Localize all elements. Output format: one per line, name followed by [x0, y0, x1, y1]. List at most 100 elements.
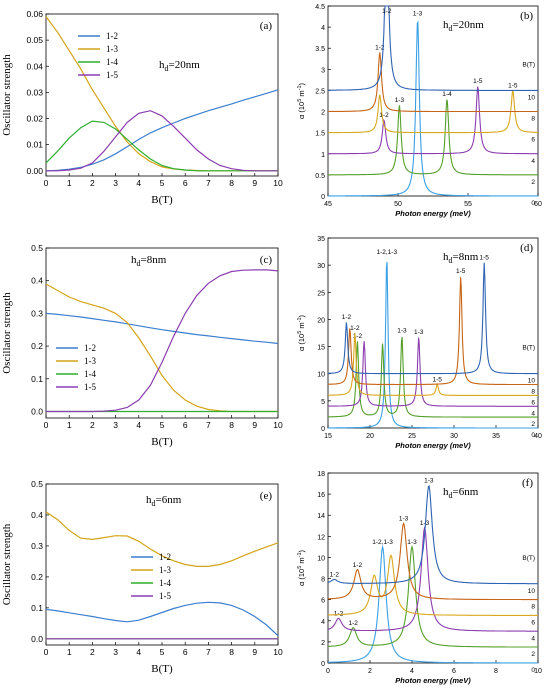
y-tick-label: 0 [321, 194, 325, 201]
b-value-label: 4 [531, 635, 535, 642]
b-value-label: 10 [528, 588, 536, 595]
y-tick-label: 0.01 [26, 140, 43, 150]
x-tick-label: 1 [67, 178, 72, 188]
y-tick-label: 0.1 [31, 374, 43, 384]
legend-label-1-4: 1-4 [159, 578, 171, 588]
x-tick-label: 7 [206, 420, 211, 430]
x-tick-label: 30 [450, 433, 458, 440]
x-tick-label: 4 [136, 178, 141, 188]
x-tick-label: 9 [252, 178, 257, 188]
legend-label-1-2: 1-2 [159, 552, 171, 562]
y-tick-label: 3.5 [315, 46, 325, 53]
x-tick-label: 7 [206, 178, 211, 188]
b-value-label: 0 [531, 432, 535, 439]
x-axis-label: B(T) [151, 663, 173, 675]
x-tick-label: 0 [44, 647, 49, 657]
y-tick-label: 6 [321, 598, 325, 605]
spectrum-B6 [328, 89, 538, 134]
x-axis-label: B(T) [151, 436, 173, 448]
y-tick-label: 12 [317, 534, 325, 541]
x-axis-label: Photon energy (meV) [395, 209, 471, 218]
x-tick-label: 8 [229, 178, 234, 188]
spectrum-B8 [328, 277, 538, 386]
y-tick-label: 0.0 [31, 406, 43, 416]
peak-label: 1-4 [442, 91, 452, 98]
y-tick-label: 0.5 [31, 479, 43, 489]
peak-label: 1-5 [480, 254, 490, 261]
panel-b: 45 50 55 6000.511.522.533.544.501-321-31-44… [297, 4, 542, 218]
panel-label: (c) [260, 254, 273, 266]
y-tick-label: 14 [317, 513, 325, 520]
legend-label-1-5: 1-5 [106, 70, 118, 80]
x-tick-label: 10 [273, 178, 283, 188]
y-tick-label: 5 [321, 399, 325, 406]
spectrum-B8 [328, 52, 538, 113]
y-tick-label: 0 [321, 661, 325, 668]
panel-label: (b) [520, 10, 533, 22]
plot-frame [327, 5, 539, 197]
legend-label-1-4: 1-4 [84, 369, 96, 379]
x-tick-label: 2 [90, 420, 95, 430]
x-tick-label: 6 [183, 647, 188, 657]
b-value-label: 10 [528, 94, 536, 101]
peak-label: 1-2 [342, 314, 352, 321]
y-tick-label: 0.2 [31, 341, 43, 351]
b-value-label: 2 [531, 421, 535, 428]
b-value-label: 8 [531, 604, 535, 611]
series-line-1-4 [45, 120, 278, 172]
peak-label: 1-2 [353, 562, 363, 569]
y-tick-label: 0.5 [315, 173, 325, 180]
x-tick-label: 9 [252, 647, 257, 657]
y-tick-label: 20 [317, 317, 325, 324]
legend-label-1-4: 1-4 [106, 57, 118, 67]
y-tick-label: 0.3 [31, 308, 43, 318]
b-value-label: 6 [531, 399, 535, 406]
y-tick-label: 0.4 [31, 510, 43, 520]
x-tick-label: 9 [252, 420, 257, 430]
y-tick-label: 0.4 [31, 276, 43, 286]
x-tick-label: 0 [44, 420, 49, 430]
series-line-1-2 [45, 89, 279, 172]
panel-label: (f) [522, 477, 533, 489]
x-tick-label: 10 [273, 647, 283, 657]
x-tick-label: 5 [160, 420, 165, 430]
y-tick-label: 2 [321, 640, 325, 647]
panel-e: 0 1 2 3 4 5 6 7 8 9 10 0.0 0.1 0.2 0.3 0.4 0.5 (e) B(T) Osc… [1, 479, 283, 675]
x-tick-label: 0 [44, 178, 49, 188]
y-tick-label: 0.06 [26, 9, 43, 19]
y-tick-label: 0.2 [31, 572, 43, 582]
x-tick-label: 2 [368, 668, 372, 675]
x-tick-label: 5 [160, 178, 165, 188]
x-tick-label: 3 [113, 647, 118, 657]
x-tick-label: 10 [534, 668, 542, 675]
y-axis-label: α (105 m-1) [297, 314, 306, 351]
x-tick-label: 20 [366, 433, 374, 440]
plot-frame [327, 472, 539, 664]
peak-label: 1-2,1-3 [376, 249, 397, 256]
y-tick-label: 25 [317, 290, 325, 297]
b-value-label: 4 [531, 158, 535, 165]
x-tick-label: 25 [408, 433, 416, 440]
spectrum-B8 [328, 522, 538, 601]
annotation-hd: hd=20nm [159, 59, 200, 73]
b-axis-label: B(T) [522, 345, 535, 352]
spectrum-B10 [328, 5, 538, 91]
x-tick-label: 1 [67, 647, 72, 657]
x-tick-label: 0 [326, 668, 330, 675]
peak-label: 1-3 [407, 539, 417, 546]
y-tick-label: 0.04 [26, 61, 43, 71]
x-tick-label: 1 [67, 420, 72, 430]
y-tick-label: 0.03 [26, 87, 43, 97]
peak-label: 1-2 [330, 572, 340, 579]
y-tick-label: 30 [317, 263, 325, 270]
y-tick-label: 18 [317, 471, 325, 478]
spectrum-B6 [328, 332, 538, 396]
x-tick-label: 2 [90, 178, 95, 188]
peak-label: 1-3 [413, 11, 423, 18]
x-tick-label: 10 [273, 420, 283, 430]
b-value-label: 6 [531, 137, 535, 144]
annotation-hd: hd=6nm [146, 494, 182, 508]
spectrum-B2 [327, 337, 538, 418]
x-tick-label: 4 [136, 647, 141, 657]
x-tick-label: 6 [452, 668, 456, 675]
